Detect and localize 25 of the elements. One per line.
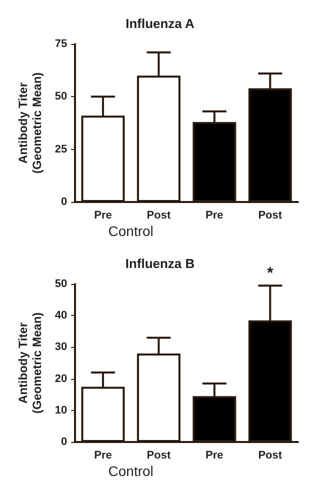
y-axis-title: Antibody Titer (Geometric Mean) [16, 312, 44, 414]
x-tick-label: Pre [206, 210, 224, 222]
chart-title: Influenza B [125, 256, 195, 271]
y-tick-label: 0 [61, 436, 68, 448]
x-tick-label: Post [146, 210, 171, 222]
y-tick-label: 20 [54, 372, 68, 385]
y-axis-title: Antibody Titer (Geometric Mean) [16, 72, 44, 174]
y-tick-label: 10 [54, 404, 68, 416]
x-tick-label: Pre [206, 450, 224, 462]
y-tick-label: 30 [54, 341, 68, 354]
y-tick-label: 75 [54, 38, 68, 50]
x-tick-label: Post [258, 210, 282, 222]
text: * [267, 265, 274, 282]
y-tick-label: 50 [54, 278, 68, 290]
x-tick-label: Post [146, 450, 171, 462]
y-tick-label: 40 [54, 310, 68, 322]
chart-title: Influenza A [126, 16, 196, 31]
y-tick-label: 50 [54, 90, 68, 103]
x-tick-label: Post [258, 450, 282, 462]
text: Control [108, 223, 154, 239]
x-tick-label: Pre [94, 210, 112, 222]
text: Control [108, 463, 154, 479]
y-tick-label: 25 [54, 143, 68, 156]
y-tick-label: 0 [61, 196, 68, 208]
x-tick-label: Pre [94, 450, 112, 462]
